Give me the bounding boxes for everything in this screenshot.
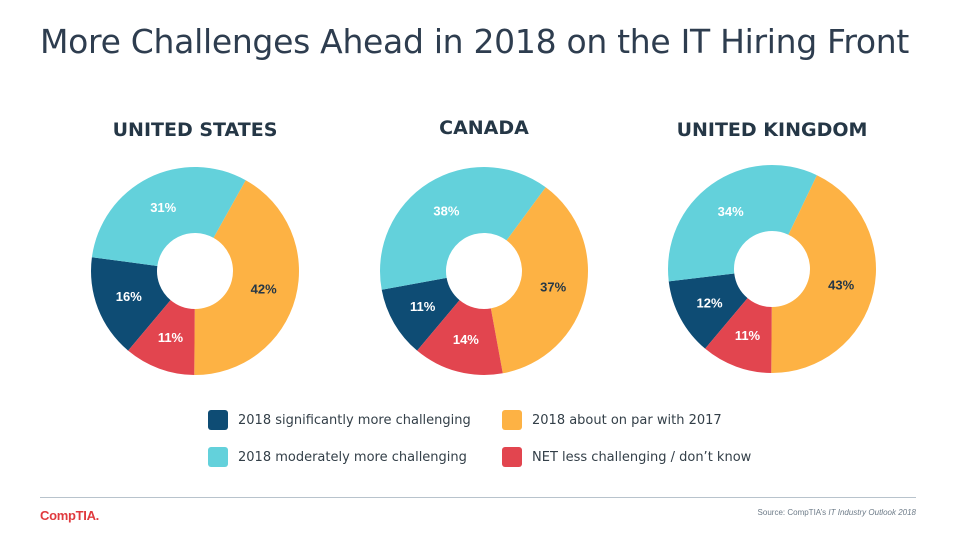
source-note: Source: CompTIA’s IT Industry Outlook 20… <box>758 508 916 517</box>
slice-data-label: 16% <box>116 289 142 304</box>
slice-data-label: 34% <box>718 204 744 219</box>
donut-slice-moderately <box>379 166 546 290</box>
donut-slice-less <box>705 298 772 373</box>
legend-label: 2018 about on par with 2017 <box>532 412 722 428</box>
donut-charts: UNITED STATES 16% 31% 42% 11% CANADA 11% 38% 37%… <box>91 117 877 376</box>
slice-data-label: 42% <box>251 282 277 297</box>
donut-slice-less <box>128 300 195 375</box>
donut-united-kingdom: UNITED KINGDOM 12% 34% 43% 11% <box>668 119 877 373</box>
legend-item-significantly: 2018 significantly more challenging <box>208 410 471 430</box>
slice-data-label: 11% <box>735 328 761 343</box>
donut-slice-significantly <box>91 257 171 351</box>
legend-swatch-significantly <box>208 410 228 430</box>
chart-title: UNITED KINGDOM <box>677 119 868 141</box>
legend-label: 2018 moderately more challenging <box>238 449 467 465</box>
slice-data-label: 12% <box>697 295 723 310</box>
slice-data-label: 31% <box>150 200 176 215</box>
comptia-logo: CompTIA. <box>40 508 99 523</box>
donut-slice-on-par <box>771 175 877 373</box>
donut-slice-significantly <box>668 273 748 349</box>
legend-item-moderately: 2018 moderately more challenging <box>208 447 467 467</box>
footer-divider <box>40 497 916 498</box>
donut-slice-significantly <box>381 277 460 351</box>
legend-item-on-par: 2018 about on par with 2017 <box>502 410 722 430</box>
slice-data-label: 14% <box>453 332 479 347</box>
slice-data-label: 38% <box>433 203 459 218</box>
legend-swatch-moderately <box>208 447 228 467</box>
source-publication: IT Industry Outlook 2018 <box>828 508 916 517</box>
slice-data-label: 43% <box>828 277 854 292</box>
chart-title: CANADA <box>439 117 529 139</box>
legend-swatch-less <box>502 447 522 467</box>
donut-united-states: UNITED STATES 16% 31% 42% 11% <box>91 119 299 375</box>
page-title: More Challenges Ahead in 2018 on the IT … <box>40 22 910 61</box>
source-prefix: Source: CompTIA’s <box>757 508 829 517</box>
legend-label: NET less challenging / don’t know <box>532 449 752 465</box>
donut-canada: CANADA 11% 38% 37% 14% <box>379 117 589 376</box>
donut-slice-on-par <box>194 180 299 375</box>
donut-slice-less <box>417 300 503 376</box>
legend-swatch-on-par <box>502 410 522 430</box>
chart-title: UNITED STATES <box>113 119 278 141</box>
legend-item-less: NET less challenging / don’t know <box>502 447 751 467</box>
slice-data-label: 11% <box>158 330 184 345</box>
donut-slice-on-par <box>490 187 589 374</box>
legend-label: 2018 significantly more challenging <box>238 412 471 428</box>
slice-data-label: 37% <box>540 279 566 294</box>
slice-data-label: 11% <box>410 299 436 314</box>
donut-slice-moderately <box>91 167 246 266</box>
donut-slice-moderately <box>668 165 817 282</box>
